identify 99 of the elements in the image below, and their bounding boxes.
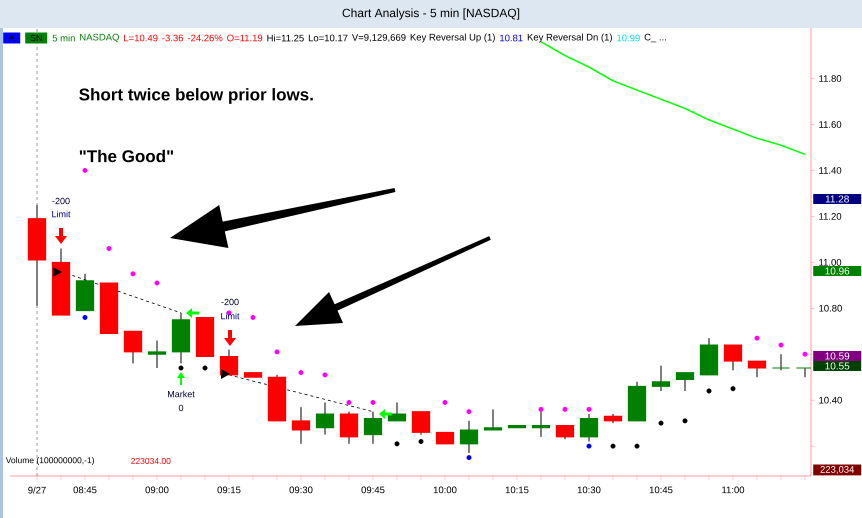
candlestick	[748, 360, 766, 378]
point	[322, 372, 328, 378]
annotation: -3.36	[162, 34, 184, 42]
text: 10.96	[825, 267, 850, 275]
x-tick-label: 09:00	[145, 486, 169, 494]
candlestick	[652, 365, 670, 392]
point	[298, 370, 304, 376]
candlestick	[772, 354, 790, 371]
point	[130, 271, 136, 276]
annotation: L=10.49	[124, 34, 158, 42]
annotation: Key Reversal Dn (1)	[528, 34, 612, 42]
y-tick-label: 11.40	[819, 167, 842, 174]
point	[562, 406, 568, 412]
point	[418, 439, 424, 444]
annotation: O=11.19	[227, 34, 262, 42]
annotation: Market	[168, 390, 195, 398]
text: 11.28	[826, 195, 849, 203]
text: 10.59	[825, 352, 850, 360]
text: 223,034	[820, 466, 854, 474]
annotation: 0	[178, 404, 184, 412]
point	[586, 406, 592, 412]
y-tick-label: 11.00	[819, 258, 842, 266]
candlestick	[484, 408, 502, 431]
point	[394, 441, 400, 446]
annotation: NASDAQ	[80, 34, 119, 42]
y-tick-label: 11.60	[819, 121, 842, 128]
annotation: Limit	[221, 312, 240, 320]
annotation: C_ ...	[644, 34, 666, 42]
point	[730, 386, 736, 392]
annotation: Volume (100000000,-1)	[6, 457, 94, 465]
y-tick-label: 11.20	[819, 213, 842, 220]
candlestick	[316, 402, 334, 436]
annotation: Short twice below prior lows.	[79, 88, 313, 104]
annotation: Hi=11.25	[267, 34, 304, 42]
annotation: V=9,129,669	[352, 34, 406, 42]
point	[466, 409, 472, 414]
candlestick	[364, 411, 382, 444]
y-tick-label: 11.80	[819, 75, 842, 82]
point	[778, 342, 784, 348]
annotation: 223034.00	[131, 458, 171, 464]
annotation: A	[8, 34, 15, 42]
point	[754, 336, 760, 341]
point	[466, 455, 472, 460]
point	[346, 400, 352, 405]
x-tick-label: 11:00	[722, 486, 744, 494]
candlestick	[412, 411, 430, 436]
annotation: Key Reversal Up (1)	[410, 34, 495, 42]
annotation: -24.26%	[188, 34, 222, 42]
point	[538, 406, 544, 412]
point	[82, 314, 88, 320]
point	[442, 400, 448, 405]
x-tick-label: 09:15	[217, 486, 240, 494]
x-tick-label: 09:30	[289, 486, 313, 494]
point	[658, 420, 664, 426]
point	[202, 366, 208, 371]
candlestick	[580, 413, 598, 442]
candlestick	[604, 413, 622, 424]
point	[106, 246, 112, 252]
candlestick	[436, 432, 454, 444]
candlestick	[556, 424, 574, 440]
annotation: 10.81	[500, 34, 523, 42]
text: 10.55	[825, 362, 850, 370]
x-tick-label: 10:00	[434, 486, 457, 494]
annotation: -200	[221, 298, 239, 306]
candlestick	[292, 406, 310, 444]
x-tick-label: 09:45	[361, 486, 384, 494]
annotation: 10.99	[617, 34, 640, 42]
point	[610, 444, 616, 449]
y-tick-label: 10.40	[819, 396, 842, 404]
candlestick	[124, 330, 142, 364]
point	[178, 366, 184, 371]
annotation: 5 min	[52, 34, 75, 42]
point	[154, 280, 160, 286]
candlestick	[340, 411, 358, 444]
x-tick-label: 9/27	[28, 486, 46, 494]
point	[802, 352, 808, 357]
point	[250, 314, 256, 320]
x-tick-label: 08:45	[74, 486, 96, 494]
candlestick	[460, 420, 478, 454]
point	[274, 349, 280, 354]
annotation: -200	[52, 198, 70, 204]
x-tick-label: 10:45	[650, 486, 672, 494]
point	[586, 444, 592, 449]
point	[370, 400, 376, 405]
annotation: "The Good"	[80, 150, 174, 162]
candlestick	[148, 340, 166, 369]
candlestick	[724, 344, 742, 371]
annotation: Lo=10.17	[308, 34, 348, 42]
x-tick-label: 10:15	[506, 486, 528, 494]
y-tick-label: 10.80	[819, 304, 842, 312]
point	[82, 168, 88, 173]
annotation: SN	[30, 34, 42, 42]
candlestick	[676, 372, 694, 392]
chart-title: Chart Analysis - 5 min [NASDAQ]	[342, 8, 520, 20]
x-tick-label: 10:30	[578, 486, 601, 494]
point	[634, 444, 640, 449]
point	[682, 418, 688, 424]
point	[706, 388, 712, 394]
annotation: Limit	[52, 210, 70, 218]
